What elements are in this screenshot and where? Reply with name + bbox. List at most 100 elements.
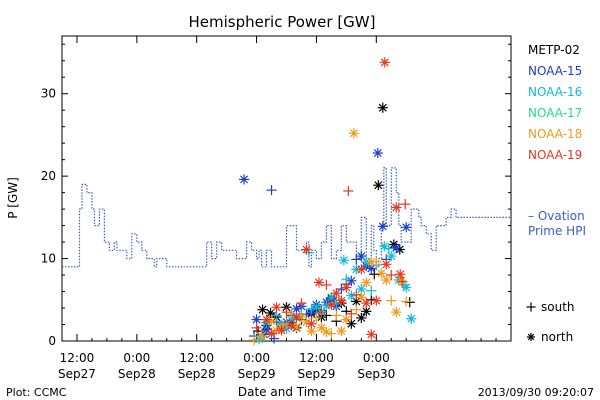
data-point xyxy=(361,297,372,309)
x-tick-label-time: 12:00 xyxy=(60,351,95,365)
data-point xyxy=(381,259,392,270)
data-point xyxy=(371,295,382,306)
x-tick-label-date: Sep30 xyxy=(357,367,395,381)
data-point xyxy=(296,297,307,309)
data-point xyxy=(257,304,268,315)
data-point xyxy=(341,274,352,285)
x-tick-label-time: 12:00 xyxy=(179,351,214,365)
data-point xyxy=(366,285,377,296)
data-point xyxy=(377,102,388,113)
data-markers xyxy=(238,57,417,346)
x-tick-label-time: 0:00 xyxy=(123,351,150,365)
data-point xyxy=(248,335,260,346)
data-point xyxy=(286,320,297,331)
x-tick-label-date: Sep28 xyxy=(118,367,156,381)
y-tick-label: 20 xyxy=(41,169,56,183)
data-point xyxy=(406,313,417,324)
data-point xyxy=(291,311,302,323)
data-point xyxy=(238,174,250,185)
y-axis: 0 10 20 30 xyxy=(41,43,511,348)
data-point xyxy=(326,299,337,310)
data-point xyxy=(401,222,412,233)
data-point xyxy=(306,318,317,329)
data-point xyxy=(351,296,362,307)
data-point xyxy=(321,326,332,338)
data-point xyxy=(361,306,372,317)
plot-timestamp: 2013/09/30 09:20:07 xyxy=(478,386,594,399)
legend-entry: METP-02 xyxy=(528,43,580,57)
y-tick-label: 0 xyxy=(48,334,56,348)
x-tick-label-date: Sep28 xyxy=(178,367,216,381)
x-tick-label-date: Sep27 xyxy=(58,367,96,381)
data-point xyxy=(336,295,347,306)
data-point xyxy=(341,282,352,293)
marker-key-label: north xyxy=(541,330,573,344)
x-tick-label-date: Sep29 xyxy=(297,367,335,381)
data-point xyxy=(341,314,352,325)
x-axis-label: Date and Time xyxy=(238,385,326,399)
data-point xyxy=(351,289,362,300)
data-point xyxy=(331,310,342,321)
data-point xyxy=(261,314,272,325)
data-point xyxy=(386,269,397,281)
data-point xyxy=(379,57,390,68)
data-point xyxy=(383,243,394,254)
legend: METP-02 NOAA-15 NOAA-16 NOAA-17 NOAA-18 NOAA-… xyxy=(528,43,582,162)
data-point xyxy=(401,296,412,307)
data-point xyxy=(281,307,292,318)
x-axis: 12:00 Sep27 0:00 Sep28 12:00 Sep28 0:00 Sep29 12… xyxy=(58,36,512,381)
x-tick-label-time: 0:00 xyxy=(363,351,390,365)
data-point xyxy=(401,282,412,293)
y-tick-label: 10 xyxy=(41,252,56,266)
data-point xyxy=(376,268,387,279)
data-point xyxy=(346,318,357,329)
chart-title: Hemispheric Power [GW] xyxy=(189,13,376,31)
data-point xyxy=(373,180,384,191)
ovation-label-line1: – Ovation xyxy=(528,209,585,223)
data-point xyxy=(301,244,312,255)
x-tick-label-time: 0:00 xyxy=(243,351,270,365)
data-point xyxy=(256,330,267,342)
x-tick-label-time: 12:00 xyxy=(299,351,334,365)
data-point xyxy=(361,277,372,288)
data-point xyxy=(391,202,402,213)
legend-entry: NOAA-16 xyxy=(528,85,582,99)
legend-entry: NOAA-15 xyxy=(528,64,582,78)
data-point xyxy=(343,185,354,197)
data-point xyxy=(356,312,367,324)
north-marker-key xyxy=(526,332,536,342)
data-point xyxy=(356,264,367,275)
legend-entry: NOAA-19 xyxy=(528,148,582,162)
data-point xyxy=(386,295,397,306)
legend-entry: NOAA-17 xyxy=(528,106,582,120)
data-point xyxy=(391,242,402,253)
marker-key-label: south xyxy=(541,300,575,314)
data-point xyxy=(266,328,277,339)
data-point xyxy=(266,185,277,196)
data-point xyxy=(331,288,342,299)
data-point xyxy=(276,325,287,336)
data-point xyxy=(351,304,362,315)
data-point xyxy=(396,275,407,286)
ovation-line xyxy=(62,167,511,268)
data-point xyxy=(346,308,357,319)
data-point xyxy=(366,329,377,340)
data-point xyxy=(271,302,282,313)
data-point xyxy=(271,310,282,321)
data-point xyxy=(372,147,383,159)
data-point xyxy=(397,276,408,287)
data-point xyxy=(311,312,322,324)
y-axis-label: P [GW] xyxy=(6,177,20,219)
data-point xyxy=(386,250,397,262)
data-point xyxy=(391,307,402,318)
plot-frame xyxy=(61,35,512,342)
data-point xyxy=(313,277,325,288)
plot-credit: Plot: CCMC xyxy=(6,386,67,399)
legend-entry: NOAA-18 xyxy=(528,127,582,141)
ovation-hpi-series xyxy=(62,167,511,268)
data-point xyxy=(251,322,262,333)
data-point xyxy=(377,221,388,232)
y-tick-label: 30 xyxy=(41,87,56,101)
marker-key: south north xyxy=(526,300,575,344)
